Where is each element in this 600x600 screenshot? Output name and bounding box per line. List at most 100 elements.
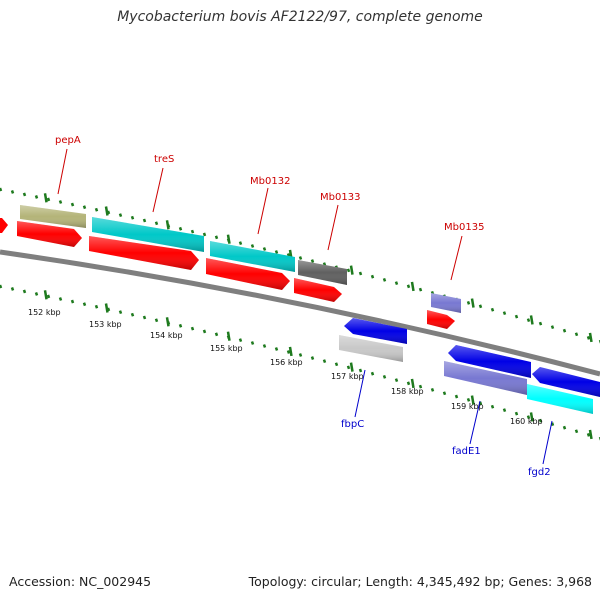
gene-label-fgd2: fgd2 [528,467,551,478]
feature-shade [427,310,455,329]
leader-line [542,420,553,465]
features [0,205,600,414]
minor-tick [10,287,15,291]
minor-tick [130,312,135,317]
minor-tick [346,268,351,273]
minor-tick [298,256,303,260]
minor-tick [82,205,87,210]
gene-label-Mb0133: Mb0133 [320,192,360,203]
feature-shade [444,361,527,395]
feature-shade [339,335,403,362]
gene-label-fbpC: fbpC [341,419,364,430]
minor-tick [250,341,255,345]
minor-tick [394,378,399,382]
minor-tick [310,259,315,263]
minor-tick [562,328,567,333]
major-tick [104,206,109,216]
minor-tick [586,432,591,437]
minor-tick [370,274,375,279]
accession-text: Accession: NC_002945 [9,574,152,589]
minor-tick [334,362,339,367]
minor-tick [202,232,207,237]
major-tick [165,220,170,230]
minor-tick [526,415,531,419]
minor-tick [178,323,183,328]
major-tick [410,378,415,389]
minor-tick [58,200,63,204]
minor-tick [142,218,147,223]
minor-tick [238,338,243,342]
label-leader-lines [57,148,553,465]
feature-shade [20,205,86,228]
minor-tick [70,299,75,304]
minor-tick [370,371,375,376]
minor-tick [106,210,111,215]
scale-label: 159 kbp [451,402,484,411]
feature-shade [298,260,347,285]
map-title: Mycobacterium bovis AF2122/97, complete … [117,9,483,25]
scale-label: 154 kbp [150,331,183,340]
minor-tick [418,287,423,292]
minor-tick [214,235,219,240]
minor-tick [10,190,15,194]
minor-tick [70,202,75,207]
genome-backbone [0,249,600,377]
major-tick [349,265,354,275]
minor-tick [46,294,51,299]
minor-tick [442,391,447,396]
gene-label-Mb0135: Mb0135 [444,222,484,233]
major-tick [529,412,534,422]
scale-label: 157 kbp [331,372,364,381]
minor-tick [526,318,531,322]
minor-tick [550,422,555,427]
leader-line [469,400,481,445]
feature-arrow[interactable] [0,218,8,233]
minor-tick [538,321,543,326]
scale-label: 156 kbp [270,358,303,367]
scale-label: 152 kbp [28,308,61,317]
feature-shade [294,278,342,302]
minor-tick [82,302,87,307]
feature-shade [210,241,295,272]
major-tick [226,331,231,341]
minor-tick [298,353,303,357]
feature-shade [92,217,204,252]
minor-tick [118,213,123,217]
scale-label: 153 kbp [89,320,122,329]
minor-tick [466,398,471,402]
minor-tick [214,332,219,337]
minor-tick [514,411,519,416]
minor-tick [190,326,195,331]
minor-tick [0,284,3,289]
minor-tick [490,404,495,409]
minor-tick [394,281,399,285]
major-tick [349,362,354,372]
minor-tick [130,215,135,220]
minor-tick [574,429,579,434]
minor-tick [322,359,327,364]
minor-tick [382,374,387,379]
major-tick [43,193,48,203]
scale-labels: 152 kbp 153 kbp 154 kbp 155 kbp 156 kbp … [28,308,543,426]
minor-tick [550,325,555,330]
minor-tick [274,250,279,254]
minor-tick [358,271,363,276]
leader-line [152,167,164,213]
minor-tick [22,192,27,197]
leader-line [450,235,463,281]
minor-tick [562,425,567,430]
minor-tick [34,195,39,199]
minor-tick [106,307,111,312]
minor-tick [466,301,471,305]
minor-tick [358,368,363,373]
major-tick [43,290,48,300]
leader-line [257,187,269,235]
minor-tick [430,387,435,392]
minor-tick [22,289,27,294]
minor-tick [478,304,483,309]
leader-line [57,148,68,195]
minor-tick [538,418,543,423]
feature-shade [89,236,199,270]
feature-shade [344,318,407,344]
feature-shade [206,258,290,290]
